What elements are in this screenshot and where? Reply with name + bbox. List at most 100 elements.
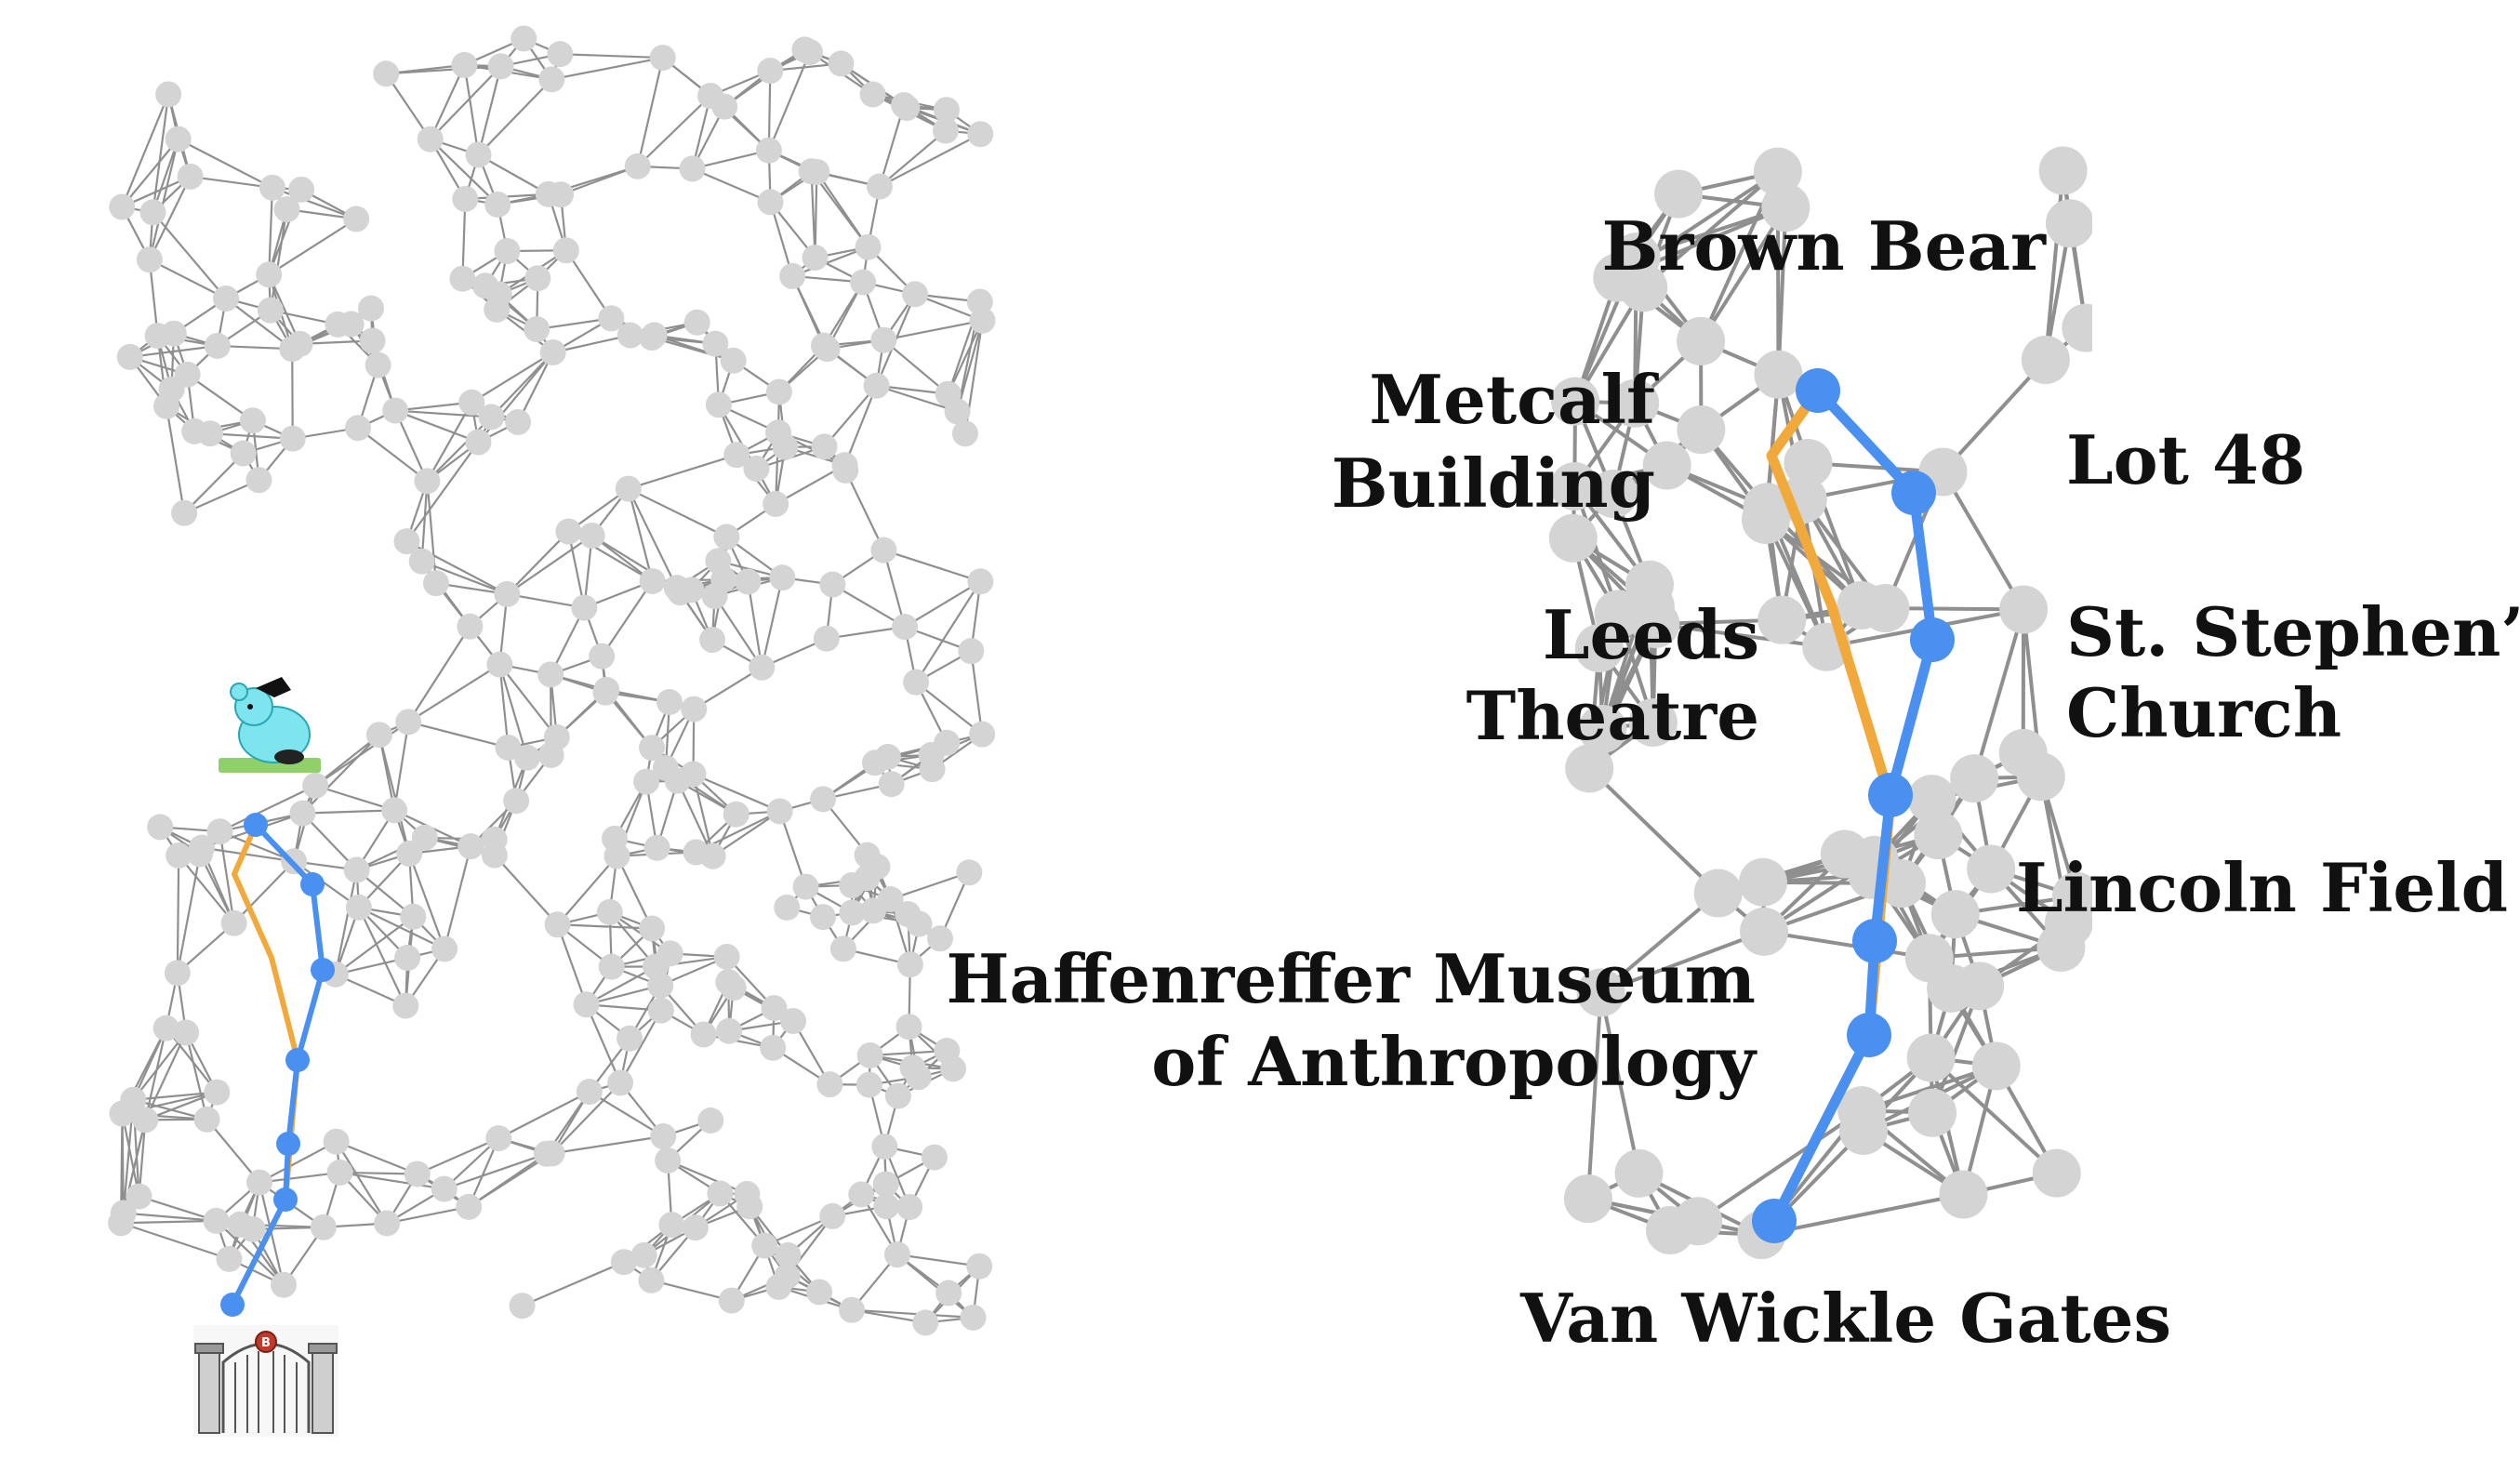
network-node <box>697 83 723 109</box>
network-node <box>920 756 946 782</box>
route-stop-node <box>285 1048 310 1072</box>
network-edge <box>916 581 980 682</box>
network-node <box>719 1288 745 1314</box>
network-node <box>457 614 483 640</box>
route-stop-node <box>276 1132 300 1156</box>
network-edge <box>153 212 226 298</box>
network-node <box>867 174 893 200</box>
label-lincoln-field: Lincoln Field <box>2016 848 2508 927</box>
network-node <box>710 566 736 592</box>
network-node <box>120 1087 146 1113</box>
network-node <box>839 1297 865 1323</box>
network-node <box>538 66 564 92</box>
zoomed-node <box>1905 934 1954 982</box>
network-node <box>819 572 845 598</box>
network-node <box>683 1214 709 1240</box>
network-node <box>892 614 918 640</box>
network-node <box>706 391 732 418</box>
zoomed-node <box>1861 584 1909 632</box>
network-node <box>899 1054 925 1081</box>
network-node <box>544 724 570 750</box>
route-stop-node <box>300 872 325 896</box>
network-node <box>145 323 171 349</box>
network-edge <box>122 1114 123 1214</box>
label-van-wickle-gates: Van Wickle Gates <box>1519 1279 2171 1358</box>
network-node <box>418 126 444 153</box>
network-node <box>400 904 426 930</box>
network-node <box>616 476 642 502</box>
network-node <box>414 468 440 494</box>
network-node <box>484 192 511 218</box>
network-node <box>495 735 521 761</box>
zoomed-node <box>1564 1174 1612 1223</box>
label-leeds-line2: Theatre <box>1466 676 1759 755</box>
network-node <box>933 118 959 144</box>
network-node <box>966 1253 992 1280</box>
network-node <box>126 1184 153 1210</box>
zoomed-node <box>1967 844 2015 893</box>
network-edge <box>602 581 652 657</box>
zoomed-edge <box>1764 932 1930 958</box>
network-node <box>511 25 537 51</box>
network-node <box>288 177 314 203</box>
network-node <box>289 801 315 827</box>
network-node <box>956 859 982 885</box>
network-node <box>664 575 690 601</box>
label-metcalf-line2: Building <box>1332 444 1655 523</box>
network-node <box>650 45 676 71</box>
network-node <box>765 1274 791 1300</box>
network-node <box>534 1141 560 1167</box>
network-node <box>382 398 408 424</box>
network-node <box>155 81 181 107</box>
network-node <box>864 373 890 399</box>
network-node <box>856 1072 882 1098</box>
route-stop-node <box>273 1187 298 1212</box>
network-node <box>643 954 669 980</box>
network-node <box>810 904 836 930</box>
zoomed-edge <box>2046 171 2063 360</box>
network-node <box>757 58 783 84</box>
zoomed-route-stop-node <box>1847 1013 1891 1057</box>
network-node <box>589 643 615 670</box>
network-node <box>360 327 386 353</box>
network-node <box>617 1026 643 1052</box>
network-edge <box>302 810 394 813</box>
network-edge <box>629 455 736 488</box>
network-node <box>765 419 791 445</box>
network-node <box>873 1193 899 1219</box>
network-node <box>758 189 784 215</box>
network-node <box>280 426 306 452</box>
network-node <box>699 627 725 653</box>
route-stop-node <box>244 813 268 837</box>
network-node <box>194 1107 220 1133</box>
zoomed-node <box>1939 1170 1987 1218</box>
network-node <box>205 333 231 359</box>
network-node <box>885 1083 911 1109</box>
network-node <box>723 802 749 828</box>
network-node <box>537 661 564 687</box>
network-node <box>767 798 793 824</box>
network-nodes <box>108 25 995 1335</box>
zoomed-node <box>1999 585 2048 633</box>
network-node <box>803 159 829 185</box>
network-node <box>945 398 971 424</box>
network-node <box>505 409 531 435</box>
zoomed-node <box>2022 336 2070 384</box>
network-node <box>862 749 888 776</box>
network-node <box>763 491 789 517</box>
network-node <box>655 1147 681 1174</box>
network-node <box>749 655 775 681</box>
network-edge <box>552 1136 664 1153</box>
label-st-stephens-line1: St. Stephen’s <box>2066 592 2520 671</box>
network-node <box>577 1079 603 1105</box>
network-node <box>648 998 674 1024</box>
zoomed-node <box>1739 858 1787 907</box>
network-edge <box>748 582 762 668</box>
network-node <box>697 1108 723 1134</box>
network-node <box>960 1305 986 1331</box>
route-stop-node <box>220 1293 245 1317</box>
label-st-stephens-line2: Church <box>2066 673 2341 752</box>
network-node <box>409 549 435 575</box>
network-node <box>761 995 787 1021</box>
